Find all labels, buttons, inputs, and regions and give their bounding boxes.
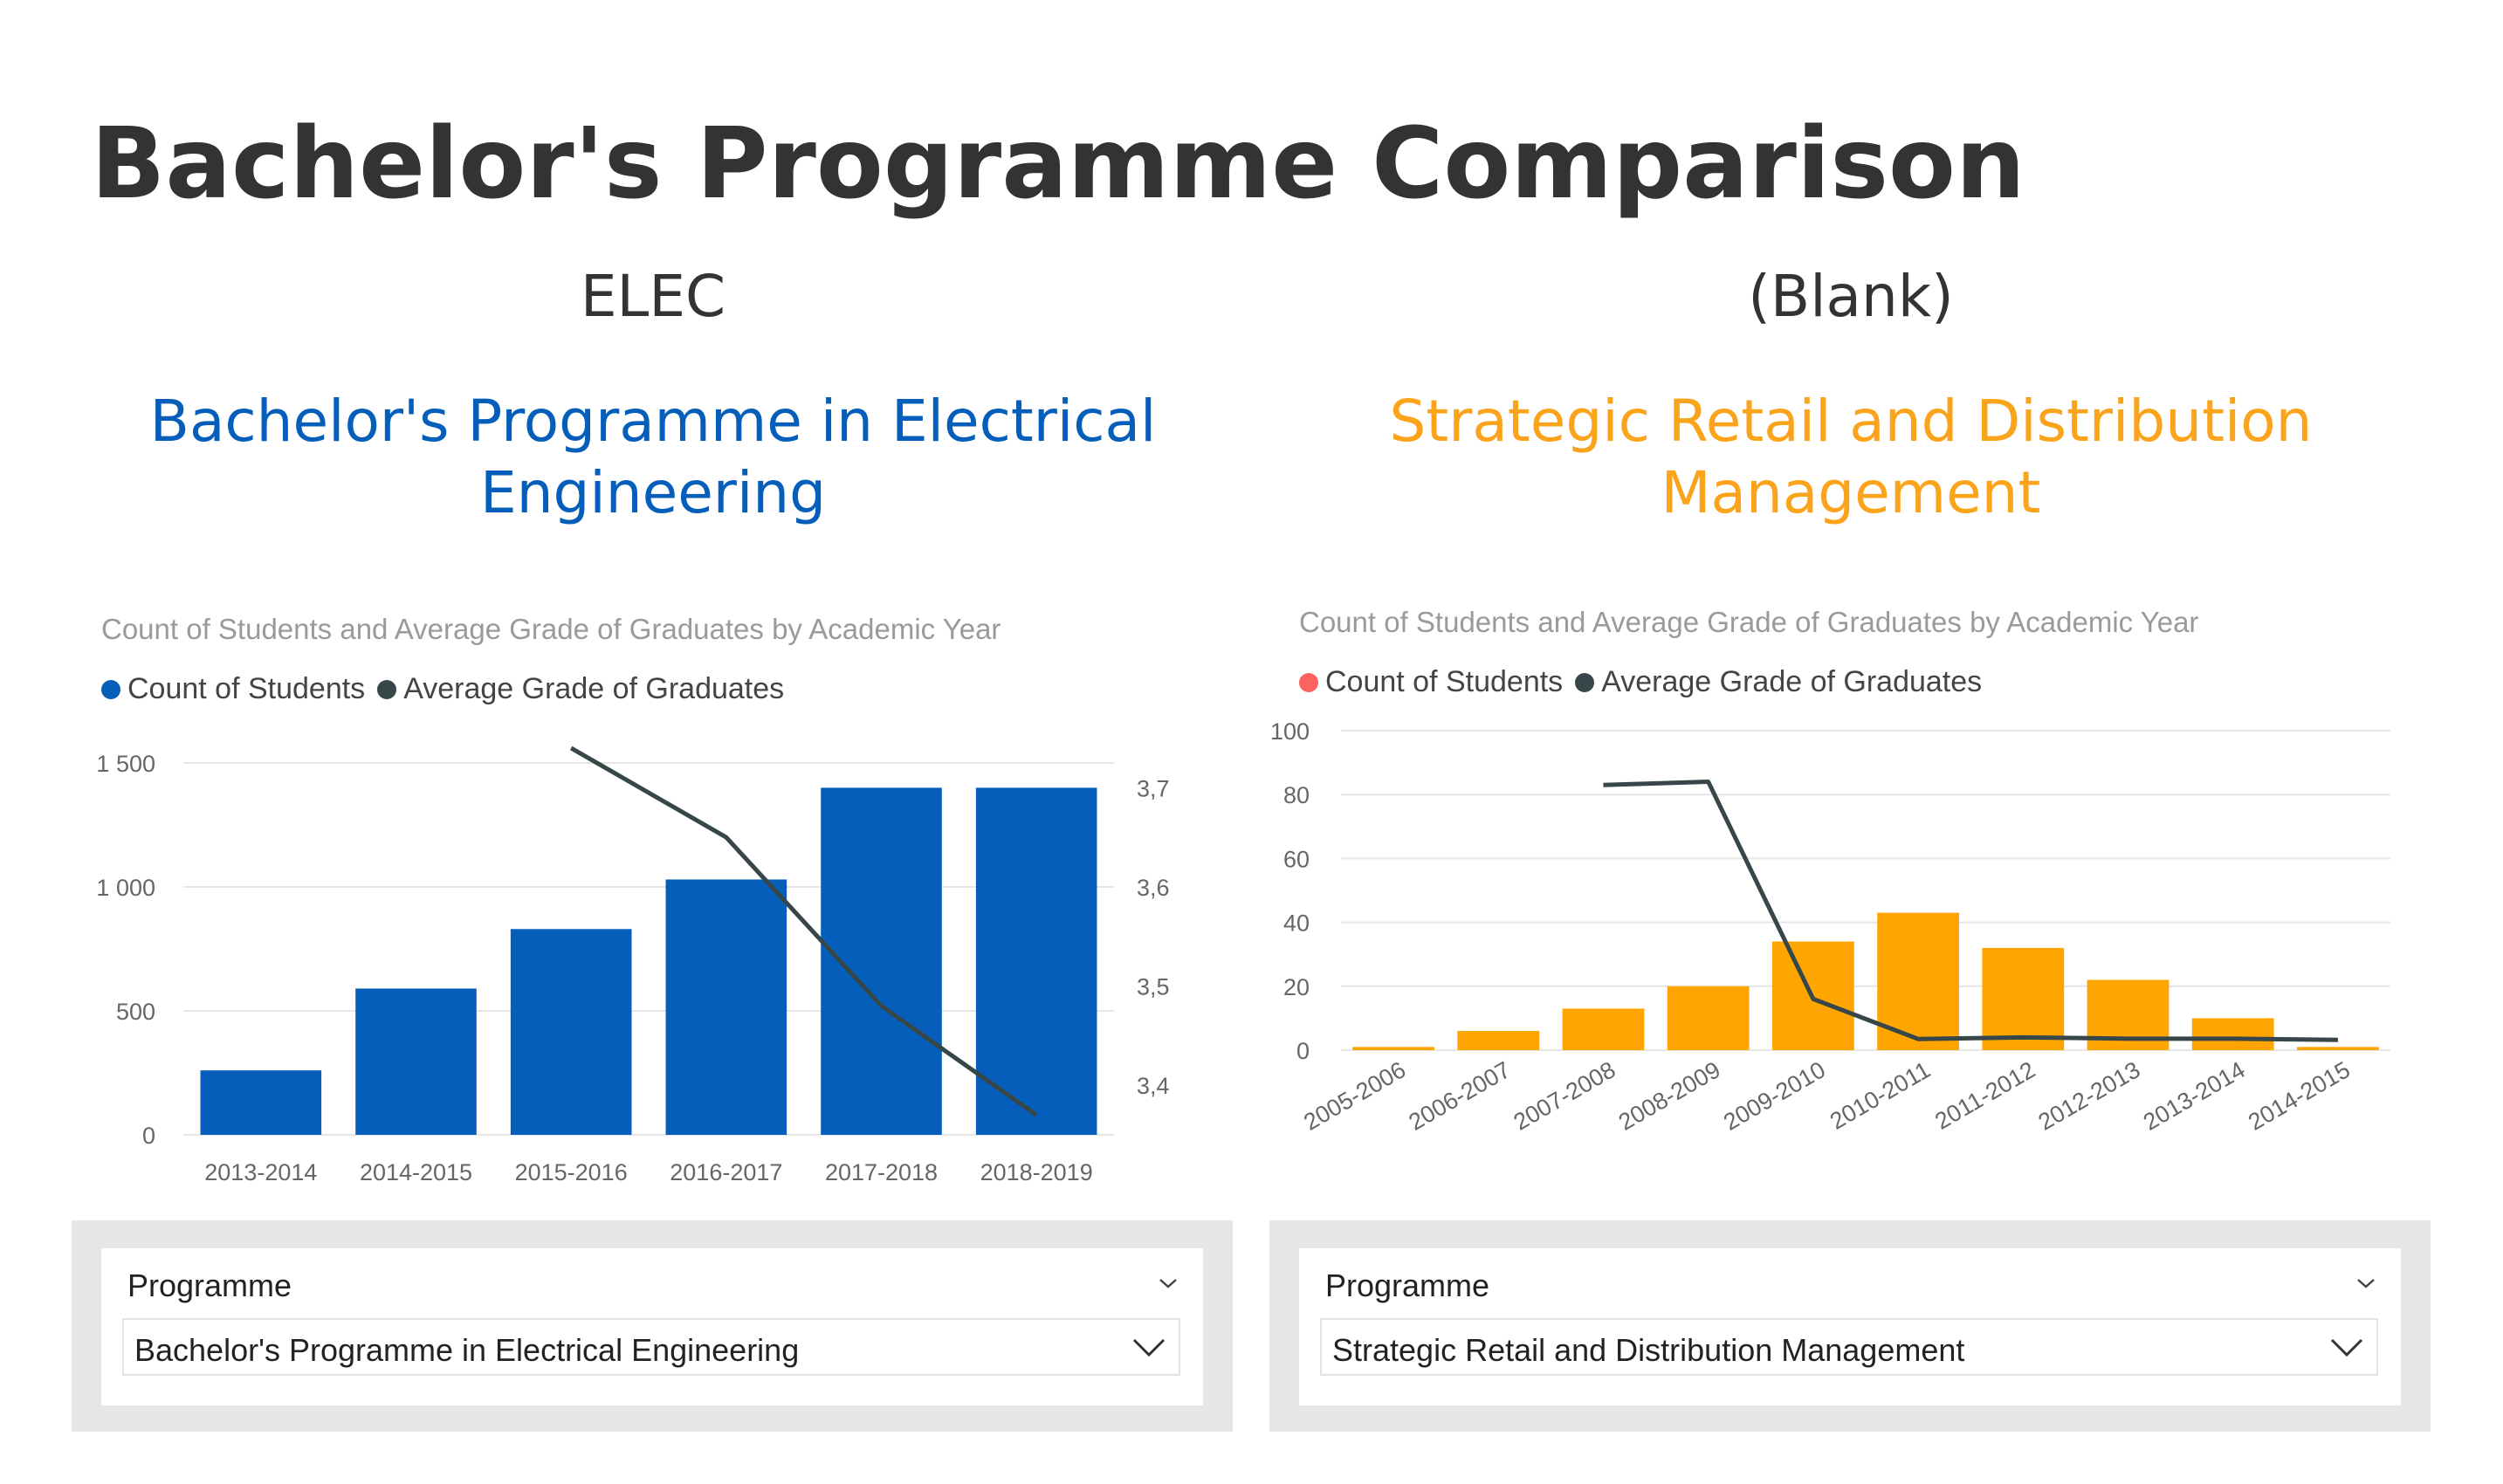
legend-entry-count-of-students[interactable]: Count of Students (1299, 665, 1563, 699)
legend-label: Average Grade of Graduates (1601, 665, 1983, 698)
y-tick-label: 80 (1283, 782, 1310, 808)
chevron-down-icon[interactable] (1158, 1274, 1179, 1292)
bar (1352, 1047, 1434, 1050)
x-tick-label: 2014-2015 (2244, 1056, 2355, 1136)
combo-chart-elec: 0 500 1 000 1 500 3,4 3,5 3,6 3,7 2013-2014 2014-… (96, 745, 1170, 1185)
bar (510, 929, 632, 1135)
programme-code: (Blank) (1748, 263, 1954, 330)
legend-label: Count of Students (127, 672, 366, 705)
y2-tick-label: 3,7 (1137, 775, 1170, 801)
y2-tick-label: 3,5 (1137, 974, 1170, 1000)
programme-name: Bachelor's Programme in Electrical Engin… (149, 388, 1157, 526)
bar (1562, 1008, 1645, 1050)
bar (665, 879, 787, 1135)
programme-panel-right: (Blank) Strategic Retail and Distributio… (1268, 0, 2455, 1484)
y-tick-label: 60 (1283, 846, 1310, 872)
bar (2191, 1018, 2274, 1050)
page-title: Bachelor's Programme Comparison (91, 107, 2025, 221)
dropdown-value: Strategic Retail and Distribution Manage… (1332, 1332, 1965, 1368)
programme-dropdown[interactable]: Bachelor's Programme in Electrical Engin… (122, 1318, 1180, 1376)
x-tick-label: 2011-2012 (1930, 1056, 2039, 1135)
slicer-card: Programme Strategic Retail and Distribut… (1299, 1248, 2401, 1405)
legend-dot (1575, 672, 1595, 692)
programme-code: ELEC (580, 263, 726, 330)
programme-panel-left: ELEC Bachelor's Programme in Electrical … (70, 0, 1257, 1484)
bar (1457, 1031, 1540, 1050)
x-tick-label: 2009-2010 (1719, 1056, 1830, 1136)
legend-dot (101, 679, 120, 699)
legend-label: Count of Students (1325, 665, 1564, 698)
chart-title: Count of Students and Average Grade of G… (101, 613, 1001, 645)
x-tick-label: 2012-2013 (2034, 1056, 2145, 1136)
x-tick-label: 2014-2015 (360, 1159, 472, 1185)
y-tick-label: 40 (1283, 910, 1310, 937)
chevron-down-icon[interactable] (2355, 1274, 2376, 1292)
legend-dot (377, 679, 397, 699)
x-tick-label: 2006-2007 (1404, 1056, 1515, 1136)
x-tick-label: 2015-2016 (515, 1159, 628, 1185)
bar (355, 988, 477, 1135)
y-tick-label: 1 000 (96, 875, 155, 901)
slicer-label: Programme (1325, 1268, 1490, 1303)
legend-dot (1299, 672, 1318, 692)
chevron-down-icon[interactable] (1131, 1336, 1166, 1360)
x-tick-label: 2013-2014 (204, 1159, 317, 1185)
y-tick-label: 500 (116, 999, 155, 1025)
chevron-down-icon[interactable] (2329, 1336, 2364, 1360)
programme-name: Strategic Retail and Distribution Manage… (1389, 388, 2313, 526)
x-tick-label: 2007-2008 (1509, 1056, 1620, 1136)
x-tick-label: 2005-2006 (1299, 1056, 1410, 1136)
y-tick-label: 0 (1296, 1038, 1310, 1064)
legend-entry-average-grade[interactable]: Average Grade of Graduates (1575, 665, 1982, 699)
x-tick-label: 2008-2009 (1614, 1056, 1725, 1136)
programme-dropdown[interactable]: Strategic Retail and Distribution Manage… (1320, 1318, 2378, 1376)
y-tick-label: 20 (1283, 974, 1310, 1000)
y2-tick-label: 3,4 (1137, 1073, 1170, 1099)
programme-slicer: Programme Bachelor's Programme in Electr… (72, 1220, 1233, 1432)
bar (1667, 986, 1750, 1050)
slicer-label: Programme (127, 1268, 292, 1303)
y2-tick-label: 3,6 (1137, 875, 1170, 901)
x-tick-label: 2018-2019 (980, 1159, 1093, 1185)
x-tick-label: 2016-2017 (670, 1159, 782, 1185)
x-tick-label: 2010-2011 (1826, 1056, 1935, 1135)
x-tick-label: 2017-2018 (825, 1159, 938, 1185)
bar (2297, 1047, 2379, 1050)
series-line-average-grade (1603, 780, 2338, 1042)
series-line-average-grade (569, 745, 1038, 1117)
chart-legend: Count of Students Average Grade of Gradu… (101, 672, 796, 706)
chart-legend: Count of Students Average Grade of Gradu… (1299, 665, 1994, 699)
combo-chart-blank: 0204060801002005-20062006-20072007-20082… (1270, 718, 2390, 1136)
legend-entry-count-of-students[interactable]: Count of Students (101, 672, 365, 706)
programme-slicer: Programme Strategic Retail and Distribut… (1269, 1220, 2431, 1432)
x-tick-label: 2013-2014 (2139, 1056, 2250, 1136)
slicer-card: Programme Bachelor's Programme in Electr… (101, 1248, 1203, 1405)
bar (200, 1070, 322, 1135)
legend-label: Average Grade of Graduates (403, 672, 785, 705)
y-tick-label: 0 (142, 1123, 155, 1149)
bar (1982, 947, 2065, 1050)
bar (975, 787, 1097, 1135)
dropdown-value: Bachelor's Programme in Electrical Engin… (134, 1332, 800, 1368)
chart-title: Count of Students and Average Grade of G… (1299, 606, 2199, 638)
legend-entry-average-grade[interactable]: Average Grade of Graduates (377, 672, 784, 706)
y-tick-label: 1 500 (96, 751, 155, 777)
y-tick-label: 100 (1270, 718, 1310, 745)
